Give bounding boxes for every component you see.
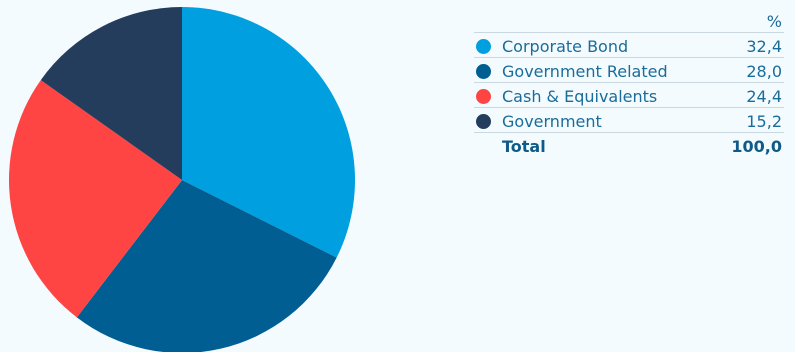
total-label: Total bbox=[502, 137, 546, 156]
legend-value: 28,0 bbox=[716, 57, 784, 83]
legend-value: 24,4 bbox=[716, 82, 784, 108]
legend-value: 15,2 bbox=[716, 107, 784, 133]
unit-header: % bbox=[716, 8, 784, 33]
legend-row-corporate-bond: Corporate Bond 32,4 bbox=[474, 32, 784, 58]
legend-label: Government bbox=[502, 107, 717, 133]
legend-header-row: % bbox=[474, 8, 784, 33]
legend-row-government-related: Government Related 28,0 bbox=[474, 57, 784, 83]
total-value: 100,0 bbox=[731, 137, 782, 156]
legend-value: 32,4 bbox=[716, 32, 784, 58]
legend-total-row: Total 100,0 bbox=[474, 133, 784, 158]
legend-table: % Corporate Bond 32,4 Government Related… bbox=[474, 8, 784, 157]
legend-label: Corporate Bond bbox=[502, 32, 717, 58]
legend-dot-government-related bbox=[476, 64, 491, 79]
legend-dot-government bbox=[476, 114, 491, 129]
pie-slice-government bbox=[40, 7, 182, 180]
legend-dot-cash-equivalents bbox=[476, 89, 491, 104]
legend-row-cash-equivalents: Cash & Equivalents 24,4 bbox=[474, 82, 784, 108]
legend-row-government: Government 15,2 bbox=[474, 107, 784, 133]
legend-dot-corporate-bond bbox=[476, 39, 491, 54]
legend-label: Cash & Equivalents bbox=[502, 82, 717, 108]
pie-chart bbox=[8, 7, 355, 352]
pie-slice-cash-equivalents bbox=[8, 80, 183, 318]
pie-slice-government-related bbox=[76, 180, 337, 352]
legend-label: Government Related bbox=[502, 57, 717, 83]
pie-slice-corporate-bond bbox=[182, 7, 355, 258]
